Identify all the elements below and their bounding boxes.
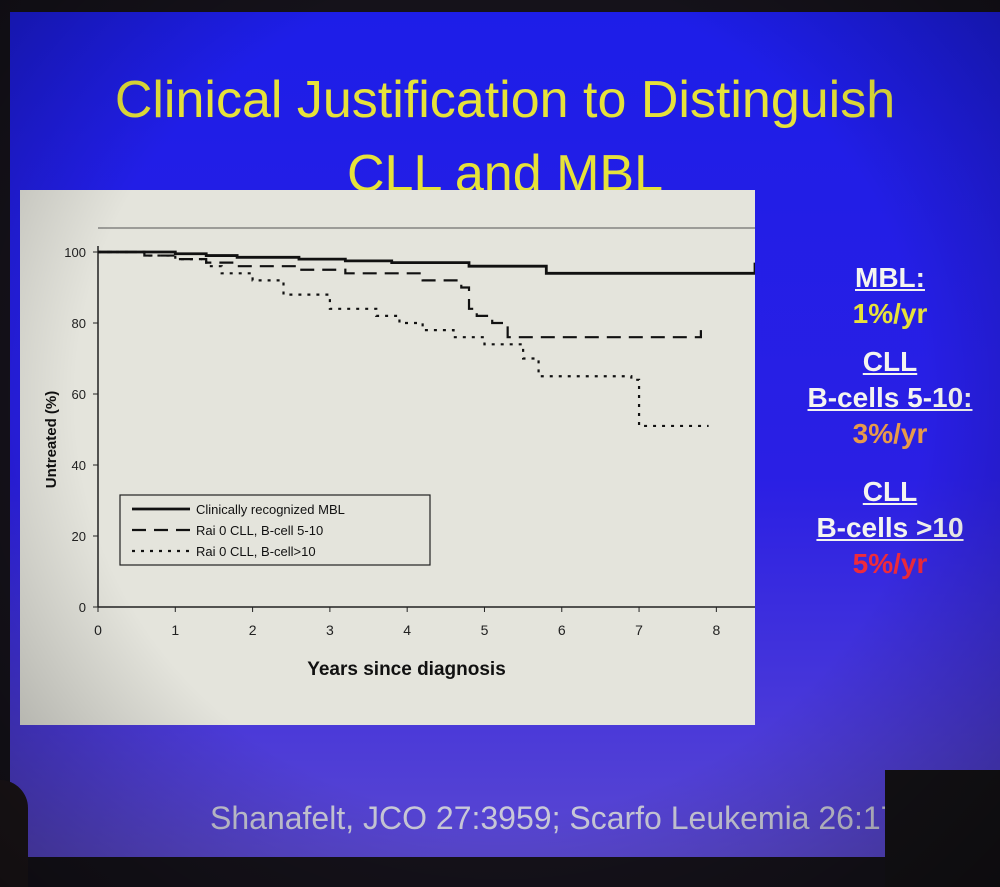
side-item-cll-5-10: CLL B-cells 5-10: 3%/yr (780, 344, 1000, 452)
audience-silhouette-left (0, 780, 28, 887)
legend-label-2: Rai 0 CLL, B-cell>10 (196, 544, 316, 559)
x-tick-label-4: 4 (403, 622, 411, 638)
x-tick-label-8: 8 (712, 622, 720, 638)
legend-label-0: Clinically recognized MBL (196, 502, 345, 517)
y-tick-label-1: 20 (72, 529, 86, 544)
y-axis-label: Untreated (%) (43, 391, 60, 489)
side-head-bcells-gt-10: B-cells >10 (816, 512, 964, 543)
series-line-0 (98, 250, 755, 275)
side-rate-cll-5-10: 3%/yr (852, 418, 928, 449)
side-head-cll: CLL (862, 346, 918, 377)
citation-footer: Shanafelt, JCO 27:3959; Scarfo Leukemia … (210, 800, 917, 836)
x-tick-label-0: 0 (94, 622, 102, 638)
y-tick-label-3: 60 (72, 387, 86, 402)
side-head-bcells-5-10: B-cells 5-10: (807, 382, 973, 413)
y-tick-label-5: 100 (64, 245, 86, 260)
legend-label-1: Rai 0 CLL, B-cell 5-10 (196, 523, 323, 538)
slide-title-line-1: Clinical Justification to Distinguish (114, 71, 896, 129)
series-line-2 (98, 250, 709, 428)
x-tick-label-2: 2 (249, 622, 257, 638)
y-tick-label-2: 40 (72, 458, 86, 473)
x-axis-label: Years since diagnosis (307, 659, 506, 680)
y-tick-label-4: 80 (72, 316, 86, 331)
chart-panel: 0 20 40 60 80 100 0 1 2 3 4 5 6 7 8 Years since diagnos… (20, 190, 755, 725)
y-tick-label-0: 0 (79, 600, 86, 615)
x-tick-label-3: 3 (326, 622, 334, 638)
side-item-mbl: MBL: 1%/yr (780, 260, 1000, 332)
side-rate-mbl: 1%/yr (852, 298, 928, 329)
x-tick-label-6: 6 (558, 622, 566, 638)
survival-chart: 0 20 40 60 80 100 0 1 2 3 4 5 6 7 8 Years since diagnos… (43, 227, 755, 680)
x-tick-label-7: 7 (635, 622, 643, 638)
side-head-mbl: MBL: (855, 262, 925, 293)
side-rate-cll-gt-10: 5%/yr (852, 548, 928, 579)
audience-silhouette (885, 770, 1000, 887)
series-line-1 (98, 250, 702, 339)
x-tick-label-5: 5 (481, 622, 489, 638)
legend-box (119, 494, 431, 566)
x-tick-label-1: 1 (171, 622, 179, 638)
projection-screen: Clinical Justification to Distinguish CL… (10, 12, 1000, 857)
side-head-cll-2: CLL (862, 476, 918, 507)
side-item-cll-gt-10: CLL B-cells >10 5%/yr (780, 474, 1000, 582)
